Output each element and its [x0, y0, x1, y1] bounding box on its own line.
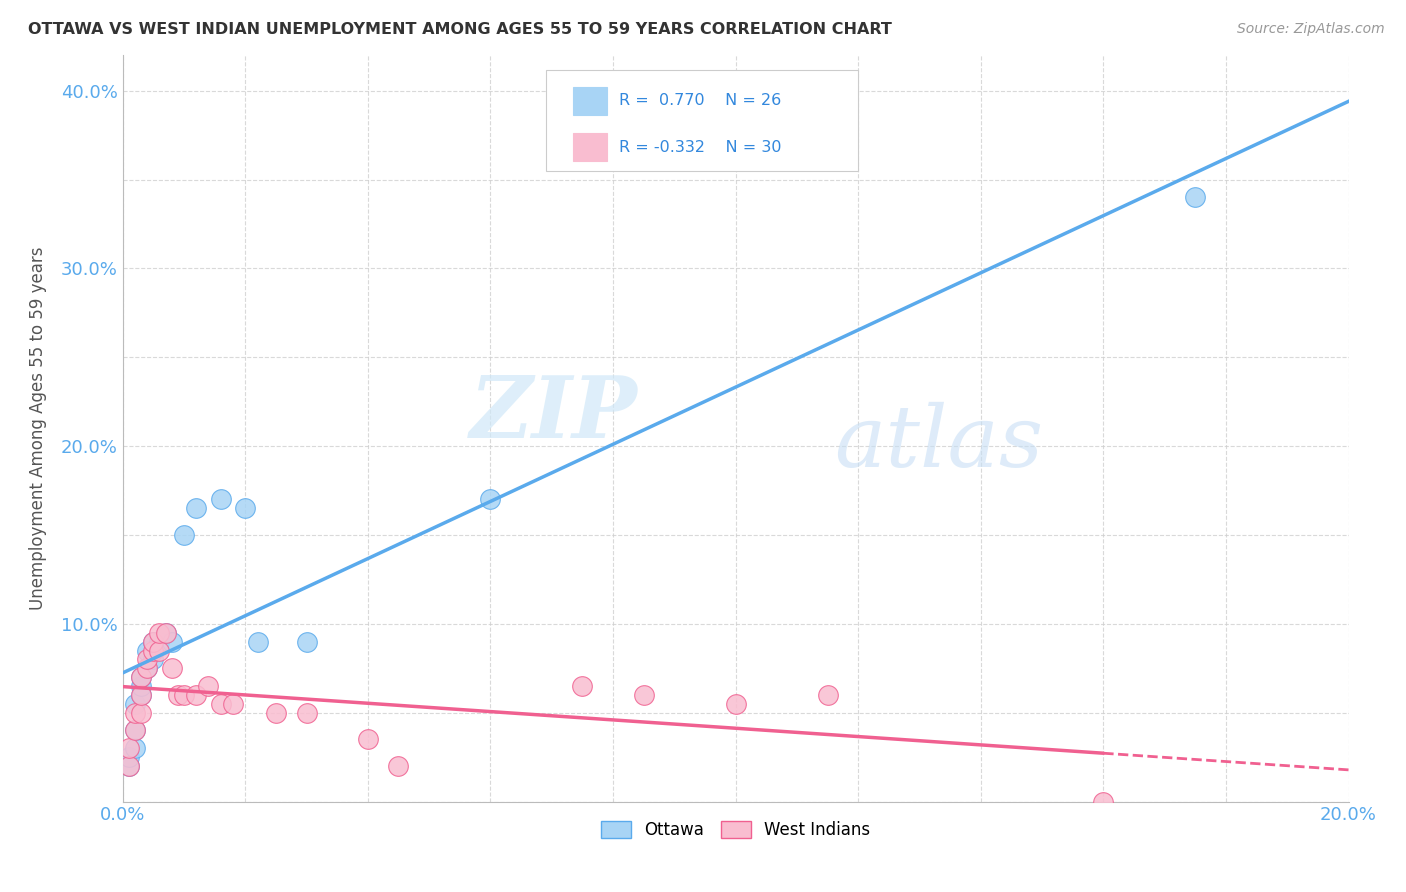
Text: atlas: atlas [834, 402, 1043, 484]
Point [136, 661, 159, 675]
Point [209, 697, 232, 711]
Point [295, 706, 318, 720]
Point [142, 634, 165, 648]
Point [118, 750, 141, 764]
Point [233, 501, 256, 516]
Bar [572, 133, 607, 161]
Point [479, 492, 502, 507]
Point [136, 661, 159, 675]
Point [295, 634, 318, 648]
Point [148, 643, 170, 657]
Point [173, 688, 195, 702]
Point [142, 634, 165, 648]
Point [166, 688, 188, 702]
Point [1092, 795, 1115, 809]
Point [817, 688, 839, 702]
Point [148, 625, 170, 640]
Point [264, 706, 287, 720]
Point [136, 652, 159, 666]
Point [1184, 190, 1206, 204]
Point [155, 625, 177, 640]
Point [129, 670, 152, 684]
Point [197, 679, 219, 693]
Point [357, 732, 380, 747]
Point [118, 759, 141, 773]
Point [173, 528, 195, 542]
Point [124, 723, 146, 738]
FancyBboxPatch shape [546, 70, 858, 171]
Point [118, 741, 141, 756]
Point [124, 706, 146, 720]
Text: Source: ZipAtlas.com: Source: ZipAtlas.com [1237, 22, 1385, 37]
Point [129, 688, 152, 702]
Point [142, 652, 165, 666]
Text: ZIP: ZIP [470, 372, 637, 455]
Point [129, 706, 152, 720]
Point [186, 501, 208, 516]
Y-axis label: Unemployment Among Ages 55 to 59 years: Unemployment Among Ages 55 to 59 years [30, 246, 46, 610]
Point [129, 679, 152, 693]
Point [129, 688, 152, 702]
Point [209, 492, 232, 507]
Point [124, 741, 146, 756]
Point [160, 634, 183, 648]
Text: R = -0.332    N = 30: R = -0.332 N = 30 [619, 140, 782, 154]
Text: OTTAWA VS WEST INDIAN UNEMPLOYMENT AMONG AGES 55 TO 59 YEARS CORRELATION CHART: OTTAWA VS WEST INDIAN UNEMPLOYMENT AMONG… [28, 22, 891, 37]
Point [186, 688, 208, 702]
Point [155, 625, 177, 640]
Point [129, 670, 152, 684]
Point [148, 634, 170, 648]
Point [222, 697, 245, 711]
Point [124, 697, 146, 711]
Point [246, 634, 269, 648]
Point [633, 688, 655, 702]
Text: R =  0.770    N = 26: R = 0.770 N = 26 [619, 94, 782, 108]
Point [118, 759, 141, 773]
Point [136, 643, 159, 657]
Point [724, 697, 747, 711]
Point [160, 661, 183, 675]
Point [571, 679, 593, 693]
Point [142, 643, 165, 657]
Legend: Ottawa, West Indians: Ottawa, West Indians [595, 814, 877, 846]
Point [387, 759, 409, 773]
Point [124, 723, 146, 738]
Bar [572, 87, 607, 115]
